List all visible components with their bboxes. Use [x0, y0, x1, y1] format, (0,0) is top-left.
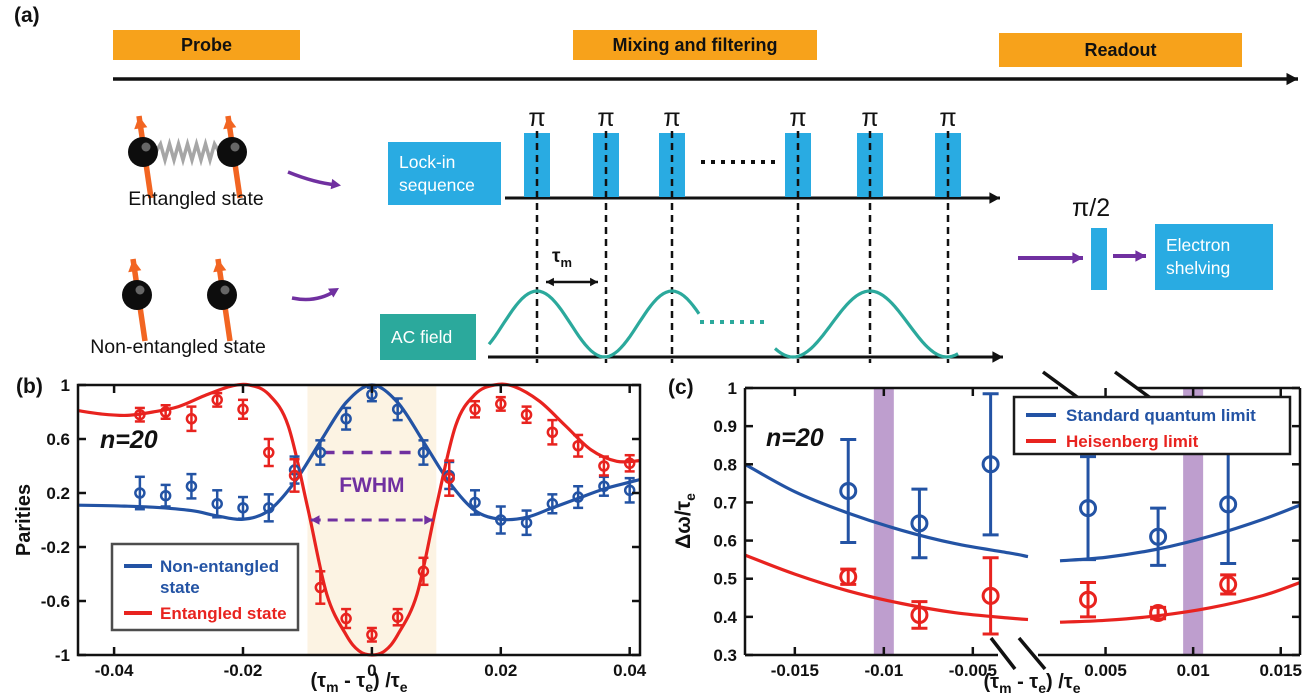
pi-pulse-label: π — [861, 104, 878, 132]
svg-text:0.8: 0.8 — [713, 455, 737, 474]
svg-text:0.005: 0.005 — [1084, 661, 1127, 680]
stage-mixing-filtering: Mixing and filtering — [573, 30, 817, 60]
panel-b: FWHM -0.04 -0.02 0 0.02 0.04 1 0.6 0.2 -0.2 -0.6 -1… — [0, 370, 660, 699]
heisenberg-limit-data — [839, 556, 1238, 636]
highlight-band — [873, 388, 894, 655]
pi-half-label: π/2 — [1072, 194, 1111, 222]
electron-shelving-box: Electron shelving — [1155, 224, 1273, 290]
panel-c-label: (c) — [668, 376, 694, 399]
svg-text:-0.02: -0.02 — [224, 661, 263, 680]
svg-text:-1: -1 — [55, 646, 70, 665]
svg-text:Standard quantum limit: Standard quantum limit — [1066, 406, 1256, 425]
svg-text:-0.04: -0.04 — [95, 661, 134, 680]
panel-b-label: (b) — [16, 375, 43, 398]
svg-text:0.04: 0.04 — [613, 661, 647, 680]
svg-text:0: 0 — [367, 661, 376, 680]
svg-text:-0.01: -0.01 — [864, 661, 903, 680]
entangled-state-data — [134, 391, 636, 643]
svg-text:Entangled state: Entangled state — [160, 604, 287, 623]
svg-text:0.01: 0.01 — [1177, 661, 1210, 680]
svg-text:1: 1 — [728, 379, 737, 398]
svg-text:0.02: 0.02 — [484, 661, 517, 680]
y-axis-label-c: Δω/τe — [672, 493, 698, 549]
annotation-b: n=20 — [100, 426, 158, 454]
lockin-sequence-box: Lock-in sequence — [388, 142, 501, 205]
legend-c: Standard quantum limit Heisenberg limit — [1012, 395, 1292, 456]
pi-pulse-label: π — [939, 104, 956, 132]
svg-text:Non-entangled: Non-entangled — [160, 557, 279, 576]
svg-text:state: state — [160, 578, 200, 597]
x-axis-label-b: (τm - τe) /τe — [310, 670, 407, 695]
svg-text:0.5: 0.5 — [713, 570, 737, 589]
non-entangled-state-curve — [77, 383, 641, 522]
y-axis-label-b: Parities — [13, 484, 35, 556]
x-axis-label-c: (τm - τe) /τe — [983, 671, 1080, 696]
svg-text:0.9: 0.9 — [713, 417, 737, 436]
heisenberg-limit-curve-left — [744, 553, 1029, 622]
plot-c: -0.015 -0.01 -0.005 0.005 0.01 0.015 0.3 0.4 0.5… — [672, 370, 1302, 696]
svg-text:-0.015: -0.015 — [771, 661, 819, 680]
svg-text:0.6: 0.6 — [713, 532, 737, 551]
electron-shelving-line1: Electron — [1166, 235, 1231, 256]
parities-chart: FWHM -0.04 -0.02 0 0.02 0.04 1 0.6 0.2 -0.2 -0.6 -1… — [13, 376, 647, 695]
pi-pulse-label: π — [528, 104, 545, 132]
svg-text:0.015: 0.015 — [1259, 661, 1302, 680]
sensitivity-chart: -0.015 -0.01 -0.005 0.005 0.01 0.015 0.3 0.4 0.5… — [672, 370, 1302, 696]
svg-text:Heisenberg limit: Heisenberg limit — [1066, 432, 1199, 451]
standard-quantum-limit-curve-left — [744, 462, 1029, 559]
legend-b: Non-entangled state Entangled state — [110, 542, 300, 632]
tau-m-label: τm — [552, 246, 572, 270]
heisenberg-limit-curve-right — [1059, 580, 1301, 624]
svg-text:-0.6: -0.6 — [41, 592, 70, 611]
svg-text:1: 1 — [61, 376, 70, 395]
panel-a-label: (a) — [14, 4, 40, 27]
svg-text:-0.005: -0.005 — [949, 661, 997, 680]
stage-probe: Probe — [113, 30, 300, 60]
annotation-c: n=20 — [766, 424, 824, 452]
plot-b: FWHM -0.04 -0.02 0 0.02 0.04 1 0.6 0.2 -0.2 -0.6 -1… — [13, 376, 647, 695]
panel-c: -0.015 -0.01 -0.005 0.005 0.01 0.015 0.3 0.4 0.5… — [660, 370, 1313, 699]
lockin-line2: sequence — [399, 174, 475, 195]
svg-text:0.6: 0.6 — [46, 430, 70, 449]
entangled-state-label: Entangled state — [128, 188, 264, 210]
svg-text:0.3: 0.3 — [713, 646, 737, 665]
svg-text:0.4: 0.4 — [713, 608, 737, 627]
lockin-line1: Lock-in — [399, 151, 456, 172]
svg-text:0.2: 0.2 — [46, 484, 70, 503]
ac-field-box: AC field — [380, 314, 476, 360]
pi-pulse-label: π — [789, 104, 806, 132]
standard-quantum-limit-curve-right — [1059, 503, 1301, 563]
fwhm-label: FWHM — [339, 474, 404, 497]
svg-text:0.7: 0.7 — [713, 493, 737, 512]
stage-readout: Readout — [999, 33, 1242, 67]
electron-shelving-line2: shelving — [1166, 258, 1231, 278]
pi-pulse-label: π — [663, 104, 680, 132]
non-entangled-state-label: Non-entangled state — [90, 336, 266, 358]
non-entangled-state-data — [134, 386, 636, 537]
pi-pulse-label: π — [597, 104, 614, 132]
svg-text:-0.2: -0.2 — [41, 538, 70, 557]
